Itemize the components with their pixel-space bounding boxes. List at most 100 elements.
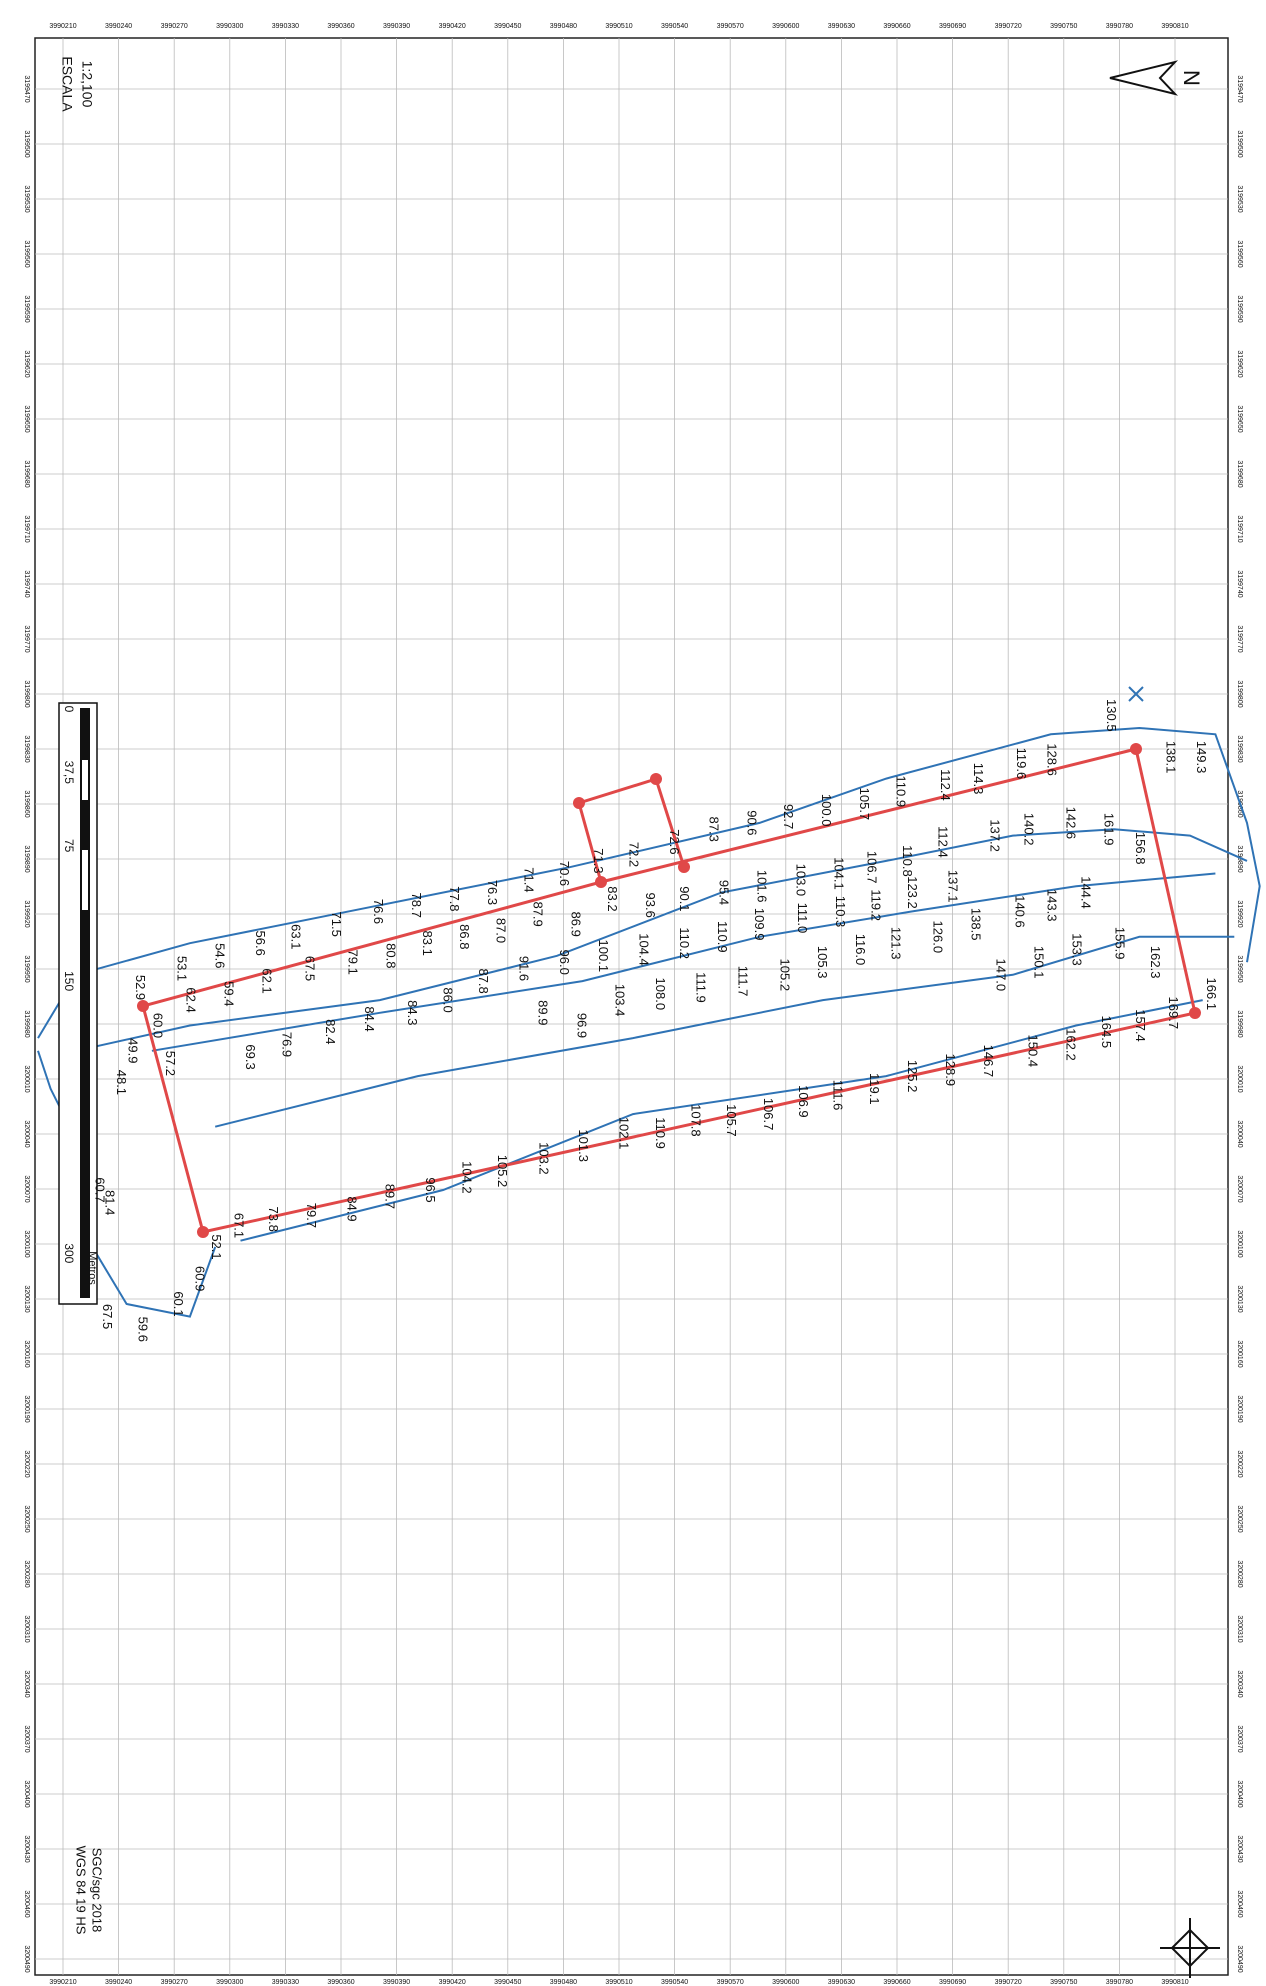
easting-label: 3990270 bbox=[161, 1979, 188, 1986]
scale-caption: ESCALA bbox=[59, 56, 75, 112]
northing-label: 3199680 bbox=[1236, 460, 1243, 487]
sounding: 89.7 bbox=[382, 1184, 397, 1209]
easting-label: 3990540 bbox=[661, 1979, 688, 1986]
northing-label: 3200250 bbox=[1236, 1505, 1243, 1532]
northing-label: 3200130 bbox=[1236, 1285, 1243, 1312]
northing-label: 3199650 bbox=[1236, 405, 1243, 432]
sounding: 54.6 bbox=[213, 943, 228, 968]
sounding: 116.0 bbox=[853, 934, 868, 966]
northing-label: 3199710 bbox=[1236, 515, 1243, 542]
sounding: 146.7 bbox=[981, 1045, 996, 1078]
sounding: 96.5 bbox=[423, 1177, 438, 1202]
northing-label: 3200250 bbox=[23, 1505, 30, 1532]
easting-label: 3990810 bbox=[1161, 1979, 1188, 1986]
sounding: 128.9 bbox=[943, 1054, 958, 1087]
sounding: 78.7 bbox=[409, 893, 424, 918]
sounding: 130.5 bbox=[1104, 699, 1119, 732]
northing-label: 3199770 bbox=[1236, 625, 1243, 652]
sounding: 155.9 bbox=[1113, 927, 1128, 960]
sounding: 138.5 bbox=[968, 908, 983, 941]
northing-label: 3200190 bbox=[1236, 1395, 1243, 1422]
northing-label: 3199680 bbox=[23, 460, 30, 487]
northing-label: 3200280 bbox=[1236, 1560, 1243, 1587]
northing-label: 3200010 bbox=[23, 1065, 30, 1092]
sounding: 103.4 bbox=[613, 984, 628, 1017]
sounding: 150.4 bbox=[1025, 1035, 1040, 1068]
scale-bar-label: 0 bbox=[62, 706, 76, 713]
easting-label: 3990210 bbox=[49, 23, 76, 30]
easting-label: 3990360 bbox=[327, 23, 354, 30]
easting-label: 3990690 bbox=[939, 23, 966, 30]
sounding: 57.2 bbox=[163, 1051, 178, 1076]
scale-bar-label: 75 bbox=[62, 839, 76, 853]
northing-label: 3199740 bbox=[1236, 570, 1243, 597]
sounding: 111.9 bbox=[694, 972, 709, 1003]
sounding: 60.7 bbox=[92, 1177, 107, 1202]
easting-label: 3990420 bbox=[439, 1979, 466, 1986]
easting-label: 3990330 bbox=[272, 1979, 299, 1986]
datum: WGS 84 19 HS bbox=[74, 1846, 89, 1935]
sounding: 79.1 bbox=[345, 950, 360, 975]
sounding: 105.2 bbox=[495, 1155, 510, 1188]
sounding: 123.2 bbox=[905, 876, 920, 909]
northing-label: 3199560 bbox=[1236, 240, 1243, 267]
sounding: 90.1 bbox=[677, 886, 692, 911]
northing-label: 3199950 bbox=[1236, 955, 1243, 982]
easting-label: 3990450 bbox=[494, 1979, 521, 1986]
northing-label: 3200370 bbox=[1236, 1725, 1243, 1752]
northing-label: 3200340 bbox=[1236, 1670, 1243, 1697]
sounding: 67.1 bbox=[232, 1213, 247, 1238]
sounding: 86.0 bbox=[440, 987, 455, 1012]
credit: SGC/sgc 2018 bbox=[90, 1848, 105, 1933]
sounding: 82.4 bbox=[323, 1019, 338, 1044]
sounding: 87.0 bbox=[494, 918, 509, 943]
scale-bar-label: 300 bbox=[62, 1243, 76, 1263]
sounding: 62.1 bbox=[259, 968, 274, 993]
sounding: 62.4 bbox=[183, 987, 198, 1012]
easting-label: 3990510 bbox=[605, 23, 632, 30]
sounding: 84.3 bbox=[405, 1000, 420, 1025]
sounding: 103.2 bbox=[537, 1142, 552, 1175]
easting-label: 3990570 bbox=[717, 23, 744, 30]
sounding: 84.4 bbox=[362, 1006, 377, 1031]
sounding: 63.1 bbox=[289, 924, 304, 949]
northing-label: 3199650 bbox=[23, 405, 30, 432]
sounding: 79.7 bbox=[304, 1203, 319, 1228]
northing-label: 3200460 bbox=[23, 1890, 30, 1917]
northing-label: 3200160 bbox=[1236, 1340, 1243, 1367]
easting-label: 3990390 bbox=[383, 1979, 410, 1986]
scale-bar-unit: Metros bbox=[86, 1251, 98, 1285]
sounding: 69.3 bbox=[243, 1044, 258, 1069]
northing-label: 3200430 bbox=[23, 1835, 30, 1862]
survey-sub-area bbox=[577, 777, 686, 883]
northing-label: 3200100 bbox=[23, 1230, 30, 1257]
northing-label: 3200220 bbox=[1236, 1450, 1243, 1477]
sounding: 144.4 bbox=[1079, 876, 1094, 909]
easting-label: 3990660 bbox=[883, 23, 910, 30]
northing-label: 3199800 bbox=[1236, 680, 1243, 707]
northing-label: 3200340 bbox=[23, 1670, 30, 1697]
easting-label: 3990300 bbox=[216, 23, 243, 30]
northing-label: 3200100 bbox=[1236, 1230, 1243, 1257]
northing-label: 3199770 bbox=[23, 625, 30, 652]
sounding: 119.6 bbox=[1014, 748, 1029, 780]
northing-label: 3200430 bbox=[1236, 1835, 1243, 1862]
easting-label: 3990750 bbox=[1050, 23, 1077, 30]
sounding: 59.4 bbox=[221, 981, 236, 1006]
sounding: 96.0 bbox=[557, 950, 572, 975]
northing-label: 3199980 bbox=[23, 1010, 30, 1037]
northing-label: 3199860 bbox=[23, 790, 30, 817]
sounding: 111.7 bbox=[735, 966, 750, 997]
sounding: 77.8 bbox=[447, 886, 462, 911]
sounding: 142.6 bbox=[1063, 807, 1078, 840]
sounding: 56.6 bbox=[253, 931, 268, 956]
start-mark bbox=[1128, 686, 1144, 702]
easting-label: 3990720 bbox=[995, 1979, 1022, 1986]
sounding: 162.3 bbox=[1148, 946, 1163, 979]
easting-label: 3990540 bbox=[661, 23, 688, 30]
sounding: 92.7 bbox=[781, 804, 796, 829]
sounding: 104.1 bbox=[832, 857, 847, 890]
sounding: 60.1 bbox=[171, 1291, 186, 1316]
sounding: 71.5 bbox=[329, 912, 344, 937]
sounding: 101.3 bbox=[576, 1129, 591, 1162]
